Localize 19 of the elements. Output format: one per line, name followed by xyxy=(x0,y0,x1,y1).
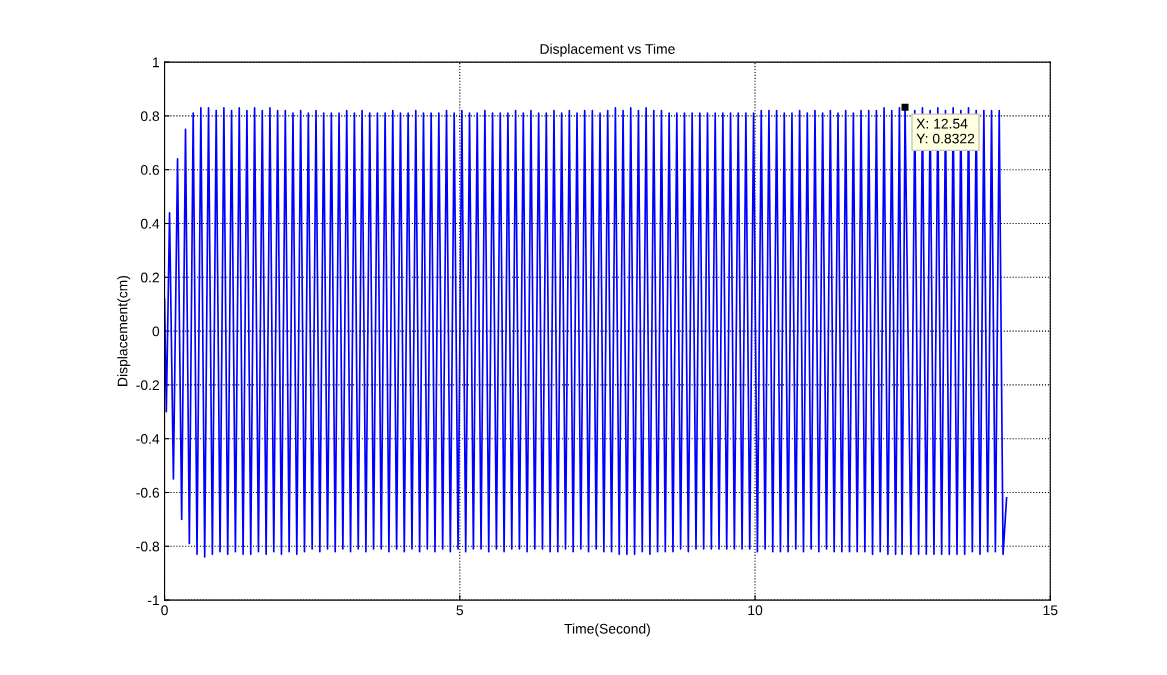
y-tick-label: 0.2 xyxy=(140,272,159,283)
y-tick-label: -1 xyxy=(147,595,160,606)
x-axis-title: Time(Second) xyxy=(564,623,650,637)
chart-title: Displacement vs Time xyxy=(540,43,675,57)
x-tick-label: 0 xyxy=(161,605,168,616)
x-tick-label: 10 xyxy=(748,605,763,616)
y-tick-label: -0.8 xyxy=(136,541,160,552)
y-tick-label: -0.2 xyxy=(136,380,159,391)
annotation: X: 12.54 Y: 0.8322 xyxy=(916,118,975,144)
y-tick-label: -0.6 xyxy=(136,487,160,498)
y-tick-label: -0.4 xyxy=(136,434,160,444)
y-tick-label: 0.6 xyxy=(140,165,160,175)
y-tick-label: 0.8 xyxy=(140,111,160,122)
y-tick-label: 1 xyxy=(153,57,160,68)
y-tick-label: 0 xyxy=(152,326,160,337)
y-axis-title: Displacement(cm) xyxy=(117,275,131,386)
x-tick-label: 5 xyxy=(456,605,464,616)
y-tick-label: 0.4 xyxy=(140,218,160,229)
x-tick-label: 15 xyxy=(1043,605,1058,616)
